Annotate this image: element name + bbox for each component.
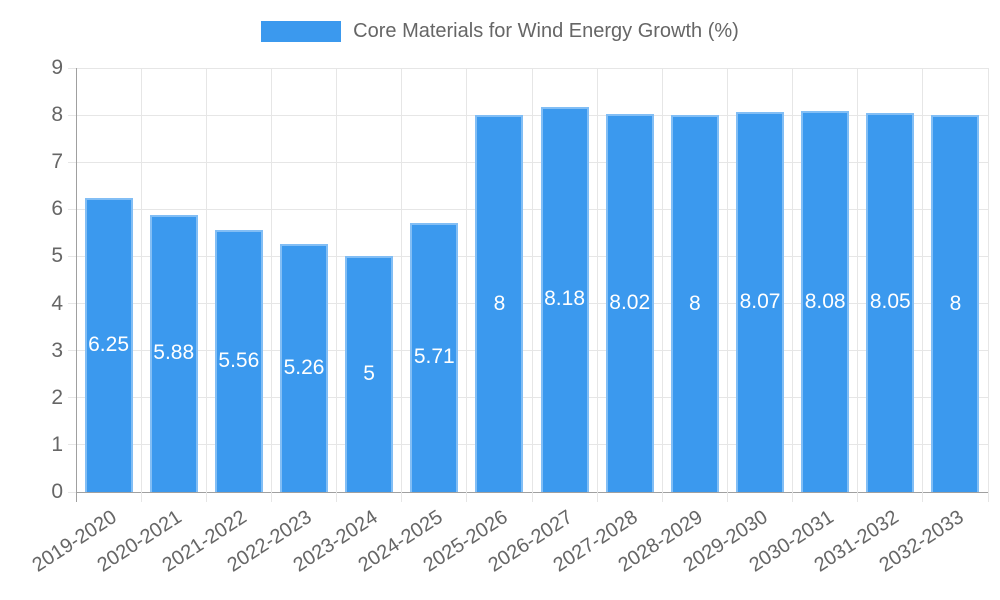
x-gridline [205, 68, 207, 502]
bar [605, 114, 654, 492]
y-tick-label: 5 [51, 244, 63, 268]
bar-value-label: 8 [493, 291, 506, 315]
y-axis-line [75, 68, 77, 502]
y-tick-label: 4 [51, 291, 63, 315]
bar [931, 115, 980, 492]
chart-legend[interactable]: Core Materials for Wind Energy Growth (%… [0, 20, 1000, 43]
bar-value-label: 8.18 [544, 287, 585, 311]
bar-value-label: 8 [949, 291, 962, 315]
bar [736, 111, 784, 492]
bar-value-label: 5 [363, 362, 375, 386]
y-tick-mark [68, 397, 76, 399]
bar [670, 115, 719, 492]
y-tick-mark [68, 444, 76, 446]
y-tick-mark [68, 208, 76, 210]
bar-value-label: 5.56 [218, 349, 260, 373]
legend-swatch [261, 21, 342, 42]
bar [149, 215, 198, 492]
x-gridline [857, 68, 859, 502]
y-tick-mark [68, 303, 76, 305]
y-tick-label: 7 [51, 150, 63, 174]
y-tick-label: 2 [51, 385, 63, 409]
x-gridline [270, 68, 272, 502]
bar-value-label: 8.02 [609, 291, 651, 315]
bar [475, 115, 524, 492]
bar [866, 112, 915, 492]
y-tick-label: 6 [51, 197, 63, 221]
x-gridline [401, 68, 403, 502]
y-tick-mark [68, 114, 76, 116]
bar-value-label: 5.71 [413, 345, 455, 369]
bar [280, 244, 328, 492]
x-gridline [922, 68, 924, 502]
bar [345, 256, 394, 492]
bar-value-label: 8 [689, 291, 701, 315]
y-tick-label: 8 [51, 103, 63, 127]
bar-value-label: 5.88 [153, 341, 195, 365]
x-gridline [466, 68, 468, 502]
y-tick-mark [68, 491, 76, 493]
bar-value-label: 5.26 [283, 356, 325, 380]
x-gridline [726, 68, 728, 502]
y-tick-mark [68, 350, 76, 352]
bar-value-label: 8.07 [739, 289, 781, 313]
plot-area: 0 1 2 3 4 5 6 7 8 9 6.25 2019-2020 5.88 2020-2021 5.56… [28, 57, 989, 577]
bar-value-label: 6.25 [88, 332, 129, 356]
bar [410, 223, 459, 492]
y-tick-label: 0 [51, 480, 63, 504]
y-tick-mark [68, 255, 76, 257]
y-tick-label: 1 [51, 432, 63, 456]
x-axis-line [68, 491, 988, 493]
x-gridline [140, 68, 142, 502]
bar [84, 197, 133, 492]
bar [540, 106, 589, 492]
bar [214, 230, 263, 492]
x-gridline [661, 68, 663, 502]
bar-value-label: 8.08 [804, 289, 846, 313]
x-gridline [792, 68, 794, 502]
bar [801, 111, 850, 492]
legend-label: Core Materials for Wind Energy Growth (%… [353, 20, 739, 42]
y-tick-mark [68, 67, 76, 69]
y-tick-label: 3 [51, 338, 63, 362]
x-gridline [987, 68, 989, 502]
bar-value-label: 8.05 [869, 290, 911, 314]
x-gridline [336, 68, 338, 502]
y-tick-mark [68, 161, 76, 163]
x-gridline [531, 68, 533, 502]
x-gridline [596, 68, 598, 502]
y-tick-label: 9 [51, 56, 63, 80]
